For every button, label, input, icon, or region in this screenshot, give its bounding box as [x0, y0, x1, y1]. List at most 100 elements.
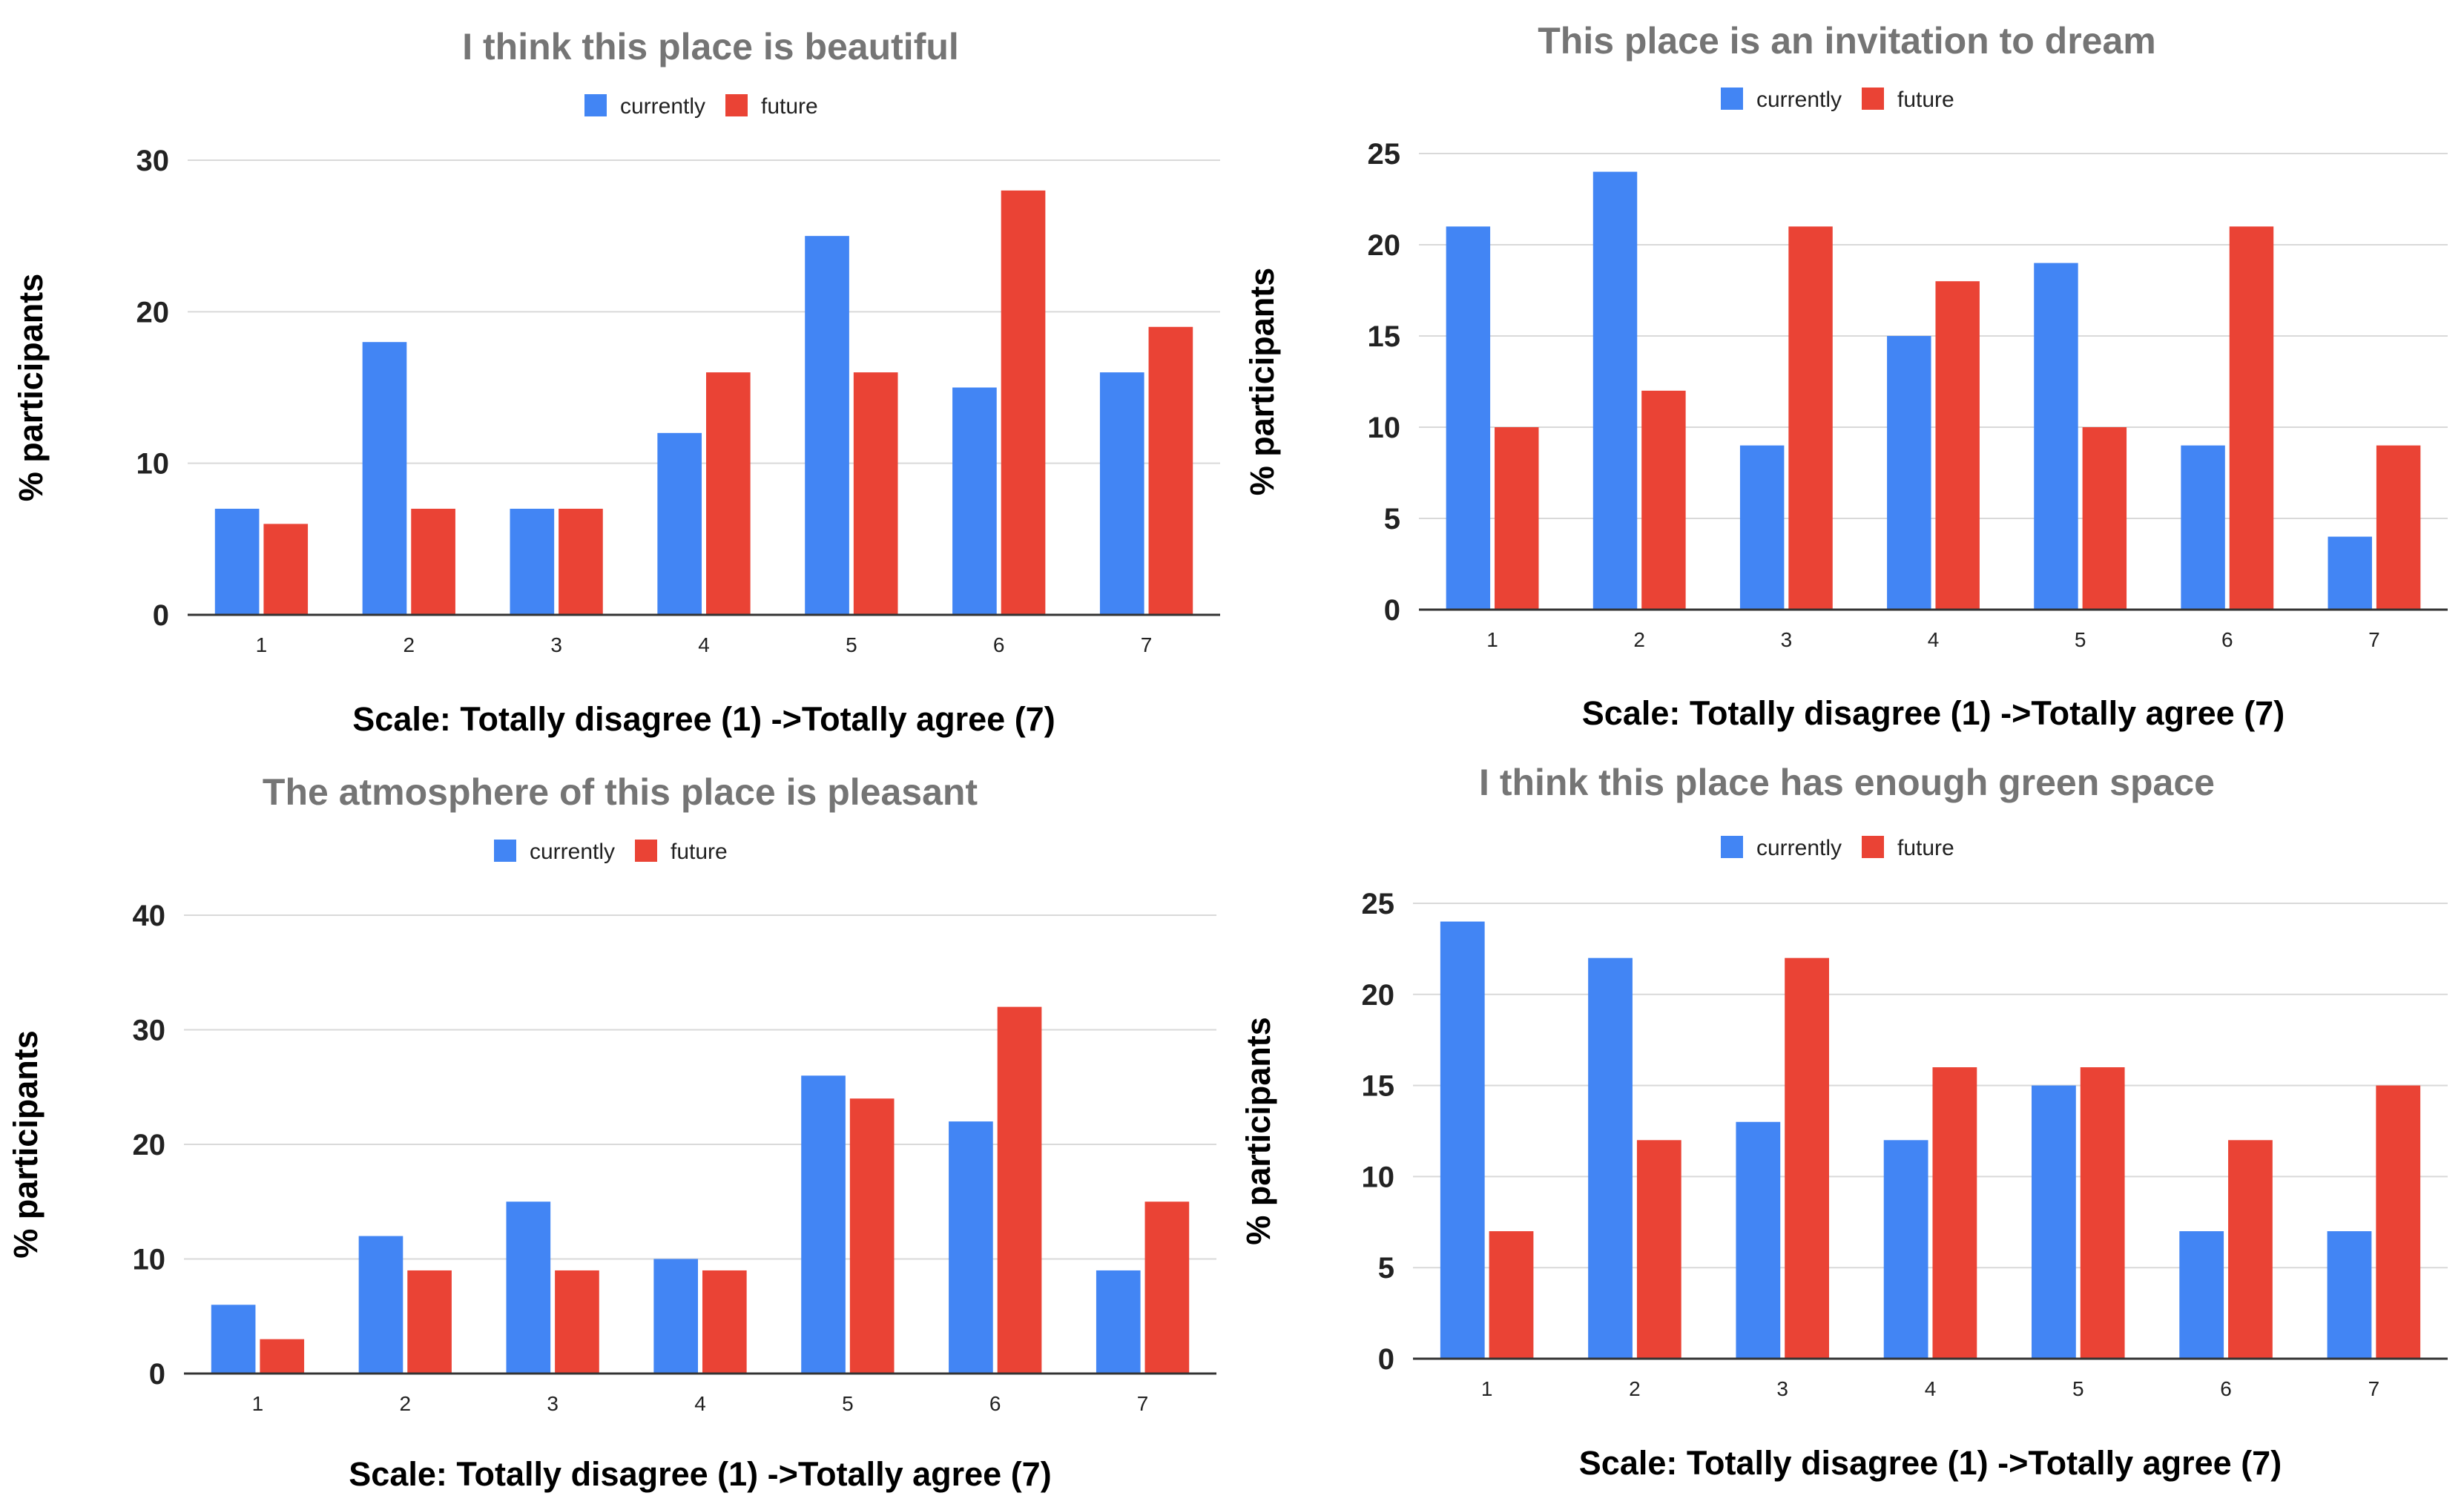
- y-tick-label: 10: [136, 448, 170, 481]
- bar-currently-7: [1096, 1270, 1141, 1374]
- bar-future-5: [2080, 1067, 2125, 1359]
- bar-currently-5: [801, 1075, 846, 1374]
- x-axis-label: Scale: Totally disagree (1) ->Totally ag…: [349, 1455, 1051, 1493]
- bar-currently-4: [1883, 1140, 1928, 1359]
- x-tick-label: 6: [2221, 628, 2233, 651]
- bar-future-4: [702, 1270, 747, 1374]
- x-tick-label: 5: [2075, 628, 2086, 651]
- bar-currently-7: [1099, 372, 1144, 615]
- bar-currently-2: [362, 342, 407, 615]
- bar-future-6: [2228, 1140, 2273, 1359]
- bar-future-4: [705, 372, 751, 615]
- bar-currently-5: [2034, 263, 2078, 610]
- y-tick-label: 10: [133, 1244, 166, 1276]
- bar-currently-4: [653, 1259, 699, 1374]
- x-tick-label: 6: [989, 1392, 1001, 1415]
- legend-swatch-currently: [584, 94, 607, 116]
- chart-title: The atmosphere of this place is pleasant: [263, 771, 978, 813]
- x-tick-label: 2: [1629, 1377, 1641, 1400]
- x-tick-label: 3: [1776, 1377, 1788, 1400]
- bar-currently-1: [1440, 921, 1485, 1359]
- bar-currently-3: [1739, 445, 1785, 610]
- y-tick-label: 25: [1368, 138, 1401, 171]
- y-axis-label: % participants: [1243, 268, 1281, 496]
- bar-future-4: [1935, 281, 1980, 610]
- y-tick-label: 20: [1362, 979, 1395, 1012]
- bar-future-7: [2376, 1085, 2421, 1359]
- legend: currently future: [1721, 836, 1954, 860]
- x-tick-label: 2: [403, 633, 415, 656]
- bar-future-6: [1001, 190, 1046, 615]
- bar-future-2: [411, 508, 455, 615]
- bar-future-5: [853, 372, 898, 615]
- y-tick-label: 10: [1362, 1161, 1395, 1193]
- bar-future-2: [1641, 390, 1686, 610]
- bar-currently-7: [2328, 536, 2372, 610]
- legend-label-currently: currently: [1756, 88, 1842, 112]
- legend-swatch-future: [1862, 88, 1884, 110]
- x-tick-label: 1: [256, 633, 268, 656]
- legend-swatch-currently: [1721, 836, 1743, 858]
- x-tick-label: 4: [1925, 1377, 1937, 1400]
- y-tick-label: 0: [1378, 1343, 1394, 1376]
- bar-currently-6: [949, 1121, 993, 1374]
- bar-currently-3: [510, 508, 555, 615]
- bar-future-4: [1932, 1067, 1977, 1359]
- bar-future-3: [1785, 957, 1829, 1359]
- bar-currently-1: [1446, 226, 1491, 610]
- bar-currently-4: [657, 432, 702, 615]
- bar-currently-6: [2181, 445, 2225, 610]
- bar-future-3: [559, 508, 603, 615]
- legend-label-currently: currently: [1756, 836, 1842, 860]
- bar-future-6: [997, 1006, 1042, 1374]
- y-tick-label: 15: [1368, 320, 1401, 353]
- y-tick-label: 40: [133, 900, 166, 932]
- bar-currently-1: [211, 1305, 256, 1374]
- legend-swatch-future: [1862, 836, 1884, 858]
- chart-title: This place is an invitation to dream: [1538, 20, 2156, 62]
- x-tick-label: 7: [1141, 633, 1153, 656]
- legend-label-future: future: [671, 840, 728, 864]
- y-axis-label: % participants: [12, 274, 50, 502]
- bar-future-1: [1495, 427, 1539, 610]
- y-tick-label: 0: [149, 1358, 165, 1391]
- x-tick-label: 2: [399, 1392, 411, 1415]
- y-tick-label: 20: [1368, 229, 1401, 262]
- bar-currently-3: [506, 1201, 551, 1374]
- y-tick-label: 0: [153, 599, 169, 632]
- bar-chart-3: The atmosphere of this place is pleasant…: [7, 771, 1216, 1493]
- x-tick-label: 4: [1928, 628, 1940, 651]
- bar-future-1: [263, 524, 309, 615]
- x-tick-label: 7: [2368, 628, 2380, 651]
- x-tick-label: 4: [698, 633, 710, 656]
- chart-title: I think this place is beautiful: [462, 26, 959, 67]
- x-tick-label: 7: [2368, 1377, 2380, 1400]
- y-tick-label: 5: [1378, 1252, 1394, 1285]
- bar-chart-1: I think this place is beautiful currently…: [12, 26, 1220, 738]
- x-tick-label: 3: [550, 633, 562, 656]
- x-tick-label: 2: [1633, 628, 1645, 651]
- bar-currently-2: [1592, 171, 1638, 610]
- bar-future-3: [1788, 226, 1833, 610]
- bar-future-6: [2229, 226, 2274, 610]
- bar-currently-2: [1588, 957, 1633, 1359]
- y-tick-label: 15: [1362, 1070, 1395, 1103]
- x-axis-label: Scale: Totally disagree (1) ->Totally ag…: [352, 700, 1055, 738]
- y-tick-label: 25: [1362, 888, 1395, 920]
- y-tick-label: 30: [133, 1015, 166, 1047]
- x-tick-label: 1: [1481, 1377, 1493, 1400]
- bar-currently-1: [214, 508, 260, 615]
- chart-title: I think this place has enough green spac…: [1479, 762, 2215, 803]
- x-tick-label: 5: [846, 633, 857, 656]
- bar-future-2: [1636, 1140, 1681, 1359]
- x-axis-label: Scale: Totally disagree (1) ->Totally ag…: [1582, 694, 2285, 732]
- bar-future-7: [1148, 326, 1193, 615]
- legend-label-currently: currently: [620, 94, 705, 119]
- bar-currently-5: [805, 236, 849, 615]
- y-tick-label: 10: [1368, 412, 1401, 444]
- bar-future-1: [1489, 1231, 1534, 1359]
- x-tick-label: 1: [252, 1392, 264, 1415]
- x-tick-label: 5: [2072, 1377, 2084, 1400]
- bar-currently-4: [1887, 336, 1931, 610]
